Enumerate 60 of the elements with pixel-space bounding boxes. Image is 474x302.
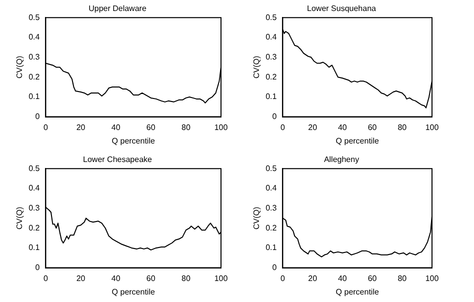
y-tick-label: 0.5 <box>266 164 278 173</box>
y-tick-label: 0 <box>35 112 40 122</box>
y-tick-label: 0.3 <box>28 52 40 62</box>
y-tick-label: 0.1 <box>266 243 278 252</box>
x-tick-label: 40 <box>111 274 121 283</box>
x-tick-label: 80 <box>181 122 191 132</box>
x-tick-label: 80 <box>398 274 408 283</box>
y-axis-title: CV(Q) <box>15 206 24 230</box>
chart-title: Allegheny <box>324 155 360 164</box>
y-tick-label: 0.5 <box>28 12 40 22</box>
x-tick-label: 100 <box>425 122 440 132</box>
x-tick-label: 40 <box>111 122 121 132</box>
y-tick-label: 0.3 <box>266 52 278 62</box>
x-tick-label: 0 <box>280 122 286 132</box>
y-tick-label: 0.2 <box>266 72 278 82</box>
x-axis-title: Q percentile <box>112 136 156 146</box>
chart-title: Upper Delaware <box>88 4 147 14</box>
chart-title: Lower Susquehana <box>307 4 377 14</box>
y-tick-label: 0.5 <box>266 12 278 22</box>
x-tick-label: 0 <box>280 274 286 283</box>
x-tick-label: 20 <box>76 122 86 132</box>
x-tick-label: 0 <box>43 122 48 132</box>
x-tick-label: 20 <box>76 274 86 283</box>
x-tick-label: 0 <box>43 274 48 283</box>
x-tick-label: 20 <box>308 274 318 283</box>
y-tick-label: 0.5 <box>28 164 40 173</box>
y-tick-label: 0 <box>272 112 278 122</box>
y-tick-label: 0.3 <box>266 203 278 212</box>
x-tick-label: 80 <box>181 274 191 283</box>
y-tick-label: 0.2 <box>266 223 278 232</box>
x-tick-label: 60 <box>368 122 378 132</box>
y-tick-label: 0.1 <box>28 92 40 102</box>
y-axis-title: CV(Q) <box>252 56 262 79</box>
x-axis-title: Q percentile <box>336 287 380 296</box>
y-tick-label: 0.4 <box>28 32 40 42</box>
x-tick-label: 100 <box>425 274 440 283</box>
x-tick-label: 60 <box>146 274 156 283</box>
x-tick-label: 100 <box>214 122 228 132</box>
y-axis-title: CV(Q) <box>15 56 24 79</box>
x-tick-label: 100 <box>214 274 228 283</box>
y-tick-label: 0.4 <box>266 32 278 42</box>
y-tick-label: 0.4 <box>28 184 40 193</box>
x-tick-label: 20 <box>308 122 318 132</box>
x-tick-label: 40 <box>338 122 348 132</box>
y-tick-label: 0.2 <box>28 72 40 82</box>
x-axis-title: Q percentile <box>336 136 380 146</box>
y-tick-label: 0.3 <box>28 203 40 212</box>
x-axis-title: Q percentile <box>112 287 156 296</box>
y-tick-label: 0 <box>272 263 278 272</box>
y-tick-label: 0.4 <box>266 184 278 193</box>
y-tick-label: 0.1 <box>266 92 278 102</box>
y-tick-label: 0 <box>35 263 40 272</box>
y-tick-label: 0.2 <box>28 223 40 232</box>
x-tick-label: 80 <box>398 122 408 132</box>
x-tick-label: 40 <box>338 274 348 283</box>
chart-title: Lower Chesapeake <box>83 155 153 164</box>
x-tick-label: 60 <box>368 274 378 283</box>
y-tick-label: 0.1 <box>28 243 40 252</box>
y-axis-title: CV(Q) <box>252 206 262 230</box>
x-tick-label: 60 <box>146 122 156 132</box>
